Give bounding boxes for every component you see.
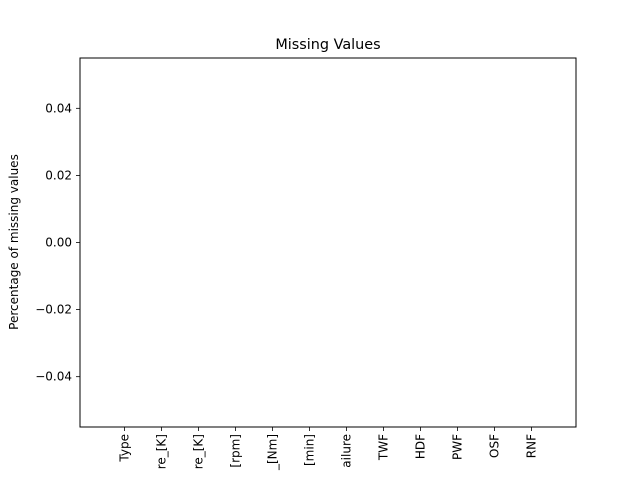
x-tick-label: re_[K] [191, 434, 205, 469]
y-tick-label: 0.00 [45, 236, 72, 250]
x-tick-label: ailure [340, 434, 354, 468]
x-tick-label: re_[K] [154, 434, 168, 469]
y-axis-ticks: −0.04 −0.02 0.00 0.02 0.04 [35, 101, 80, 384]
x-tick-label: Type [117, 434, 131, 463]
y-tick-label: −0.02 [35, 303, 72, 317]
y-axis-label: Percentage of missing values [7, 154, 21, 330]
x-axis-ticks: Type re_[K] re_[K] [rpm] _[Nm] [min] ailure TWF… [117, 427, 539, 471]
x-tick-label: [rpm] [228, 434, 242, 468]
x-tick-label: OSF [488, 434, 502, 458]
x-tick-label: RNF [525, 434, 539, 458]
y-tick-label: −0.04 [35, 370, 72, 384]
x-tick-label: HDF [414, 434, 428, 459]
y-tick-label: 0.04 [45, 101, 72, 115]
chart-title: Missing Values [275, 37, 380, 53]
y-tick-label: 0.02 [45, 168, 72, 182]
x-tick-label: PWF [451, 434, 465, 460]
plot-area-frame [79, 57, 577, 428]
x-tick-label: _[Nm] [265, 434, 279, 471]
x-tick-label: [min] [302, 434, 316, 466]
x-tick-label: TWF [377, 434, 391, 461]
